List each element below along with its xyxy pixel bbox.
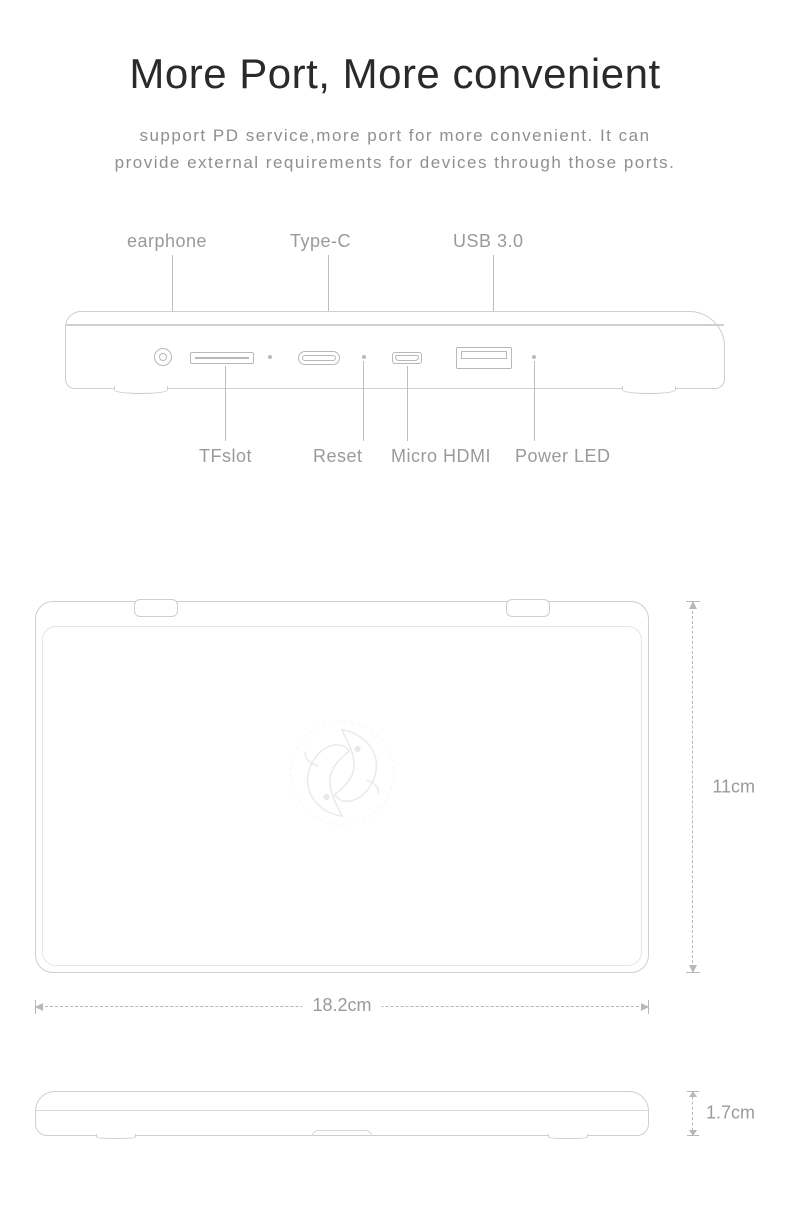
device-foot (548, 1134, 588, 1139)
pointer-line (534, 361, 535, 441)
dimension-width-label: 18.2cm (302, 995, 381, 1016)
device-foot (96, 1134, 136, 1139)
dimension-line-width: 18.2cm (35, 1006, 649, 1007)
device-hinge (134, 599, 178, 617)
page-subtitle: support PD service,more port for more co… (105, 122, 685, 176)
port-typec-icon (298, 351, 340, 365)
koi-logo-icon (282, 713, 402, 833)
label-microhdmi: Micro HDMI (391, 446, 491, 467)
pointer-line (225, 366, 226, 441)
device-foot (622, 386, 676, 394)
label-typec: Type-C (290, 231, 351, 252)
port-powerled-icon (532, 355, 536, 359)
port-tfslot-icon (190, 352, 254, 364)
device-logo-icon (282, 713, 402, 833)
infographic-page: More Port, More convenient support PD se… (0, 0, 790, 1221)
device-top-outline (35, 601, 649, 973)
label-earphone: earphone (127, 231, 207, 252)
label-powerled: Power LED (515, 446, 611, 467)
front-view-diagram: 1.7cm (35, 1071, 755, 1161)
dimension-depth-label: 11cm (712, 777, 755, 798)
label-tfslot: TFslot (199, 446, 252, 467)
port-microhdmi-icon (392, 352, 422, 364)
port-usb3-icon (456, 347, 512, 369)
ports-diagram: earphone Type-C USB 3.0 TFslot Reset Mic… (75, 231, 715, 481)
port-reset-icon (362, 355, 366, 359)
label-reset: Reset (313, 446, 363, 467)
dimension-line-height (692, 1091, 693, 1136)
device-notch (312, 1130, 372, 1136)
label-usb3: USB 3.0 (453, 231, 524, 252)
device-side-outline (65, 311, 725, 389)
device-front-outline (35, 1091, 649, 1136)
pointer-line (363, 361, 364, 441)
dimension-line-depth (692, 601, 693, 973)
dimension-height-label: 1.7cm (706, 1103, 755, 1124)
page-title: More Port, More convenient (0, 50, 790, 98)
port-dot-icon (268, 355, 272, 359)
device-hinge (506, 599, 550, 617)
port-earphone-icon (154, 348, 172, 366)
device-foot (114, 386, 168, 394)
top-view-diagram: 11cm 18.2cm (35, 601, 755, 1031)
pointer-line (407, 366, 408, 441)
